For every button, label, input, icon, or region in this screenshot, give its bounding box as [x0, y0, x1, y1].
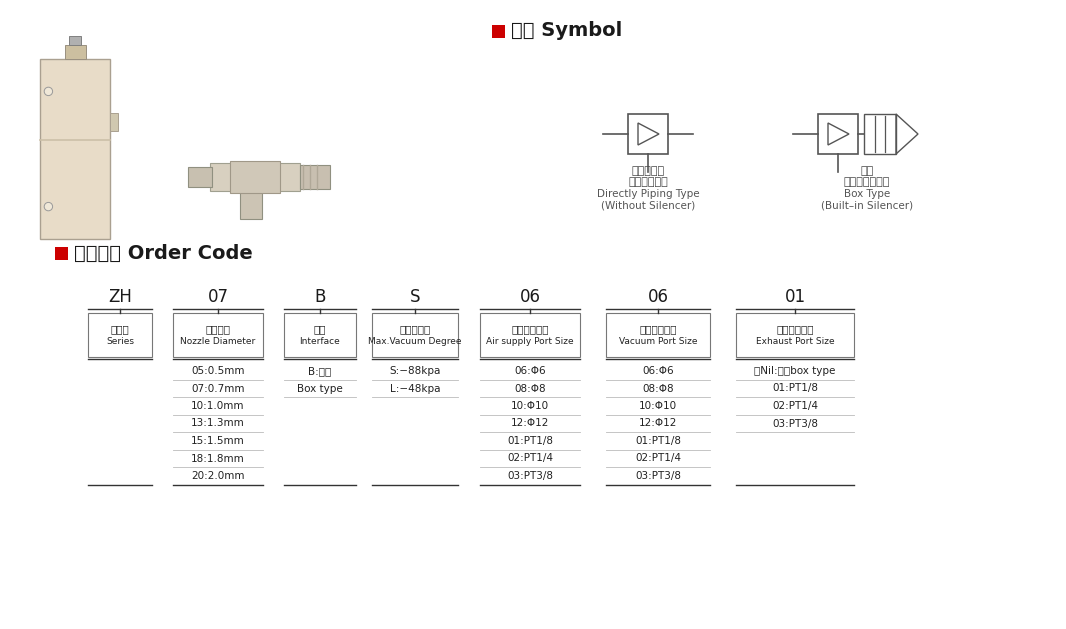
Bar — [173, 313, 263, 357]
Text: Vacuum Port Size: Vacuum Port Size — [618, 338, 697, 347]
Bar — [41, 59, 110, 239]
Bar — [818, 114, 858, 154]
Bar — [605, 313, 710, 357]
Text: 真空连接口径: 真空连接口径 — [640, 324, 677, 334]
Text: Max.Vacuum Degree: Max.Vacuum Degree — [368, 338, 462, 347]
Text: 10:Φ10: 10:Φ10 — [639, 401, 677, 411]
Text: 03:PT3/8: 03:PT3/8 — [772, 418, 818, 428]
Text: 01:PT1/8: 01:PT1/8 — [635, 436, 681, 446]
Text: 18:1.8mm: 18:1.8mm — [191, 454, 245, 464]
Text: Directly Piping Type: Directly Piping Type — [597, 189, 699, 199]
Text: 最高真空度: 最高真空度 — [400, 324, 431, 334]
Text: S: S — [409, 288, 420, 306]
Text: （无消声器）: （无消声器） — [628, 177, 668, 187]
Bar — [284, 313, 356, 357]
Text: Nozzle Diameter: Nozzle Diameter — [180, 338, 256, 347]
Bar — [372, 313, 458, 357]
Text: 接口: 接口 — [313, 324, 326, 334]
Text: L:−48kpa: L:−48kpa — [390, 384, 440, 394]
Text: (Built–in Silencer): (Built–in Silencer) — [821, 200, 914, 210]
Text: 盒型: 盒型 — [860, 166, 874, 176]
Text: ZH: ZH — [108, 288, 132, 306]
Text: 07: 07 — [208, 288, 228, 306]
Text: Box type: Box type — [297, 384, 343, 394]
Text: 10:1.0mm: 10:1.0mm — [191, 401, 245, 411]
Text: 02:PT1/4: 02:PT1/4 — [772, 401, 818, 411]
Text: 02:PT1/4: 02:PT1/4 — [635, 454, 681, 464]
Text: 06: 06 — [519, 288, 540, 306]
Bar — [55, 247, 68, 260]
Text: 系列号: 系列号 — [111, 324, 129, 334]
Text: Air supply Port Size: Air supply Port Size — [486, 338, 574, 347]
Text: B:盒型: B:盒型 — [308, 366, 332, 376]
Bar — [240, 189, 262, 219]
Bar — [736, 313, 854, 357]
Text: 05:0.5mm: 05:0.5mm — [191, 366, 245, 376]
Bar — [865, 114, 897, 154]
Text: 06: 06 — [647, 288, 668, 306]
Text: S:−88kpa: S:−88kpa — [389, 366, 440, 376]
Bar — [628, 114, 668, 154]
Text: 订货型号 Order Code: 订货型号 Order Code — [74, 243, 253, 262]
Circle shape — [44, 203, 52, 211]
Text: Interface: Interface — [300, 338, 340, 347]
Text: 08:Φ8: 08:Φ8 — [514, 384, 546, 394]
Bar — [65, 45, 85, 59]
Text: 嘱嘴直径: 嘱嘴直径 — [206, 324, 230, 334]
Bar — [480, 313, 580, 357]
Bar — [230, 161, 280, 193]
Text: 供气连接口径: 供气连接口径 — [512, 324, 549, 334]
Bar — [300, 165, 330, 189]
Text: 排气连接口径: 排气连接口径 — [776, 324, 813, 334]
Bar — [210, 163, 300, 191]
Text: （内置消声器）: （内置消声器） — [844, 177, 890, 187]
Bar — [188, 167, 212, 187]
Text: 符号 Symbol: 符号 Symbol — [511, 21, 623, 40]
Text: B: B — [314, 288, 326, 306]
Text: Series: Series — [106, 338, 134, 347]
Text: 08:Φ8: 08:Φ8 — [642, 384, 674, 394]
Text: 06:Φ6: 06:Φ6 — [642, 366, 674, 376]
Text: 12:Φ12: 12:Φ12 — [639, 418, 677, 428]
Circle shape — [44, 87, 52, 96]
Text: Exhaust Port Size: Exhaust Port Size — [756, 338, 835, 347]
Text: 03:PT3/8: 03:PT3/8 — [635, 471, 681, 481]
Text: 15:1.5mm: 15:1.5mm — [191, 436, 245, 446]
Bar — [492, 25, 505, 38]
Text: 07:0.7mm: 07:0.7mm — [191, 384, 245, 394]
Bar — [110, 113, 118, 131]
Text: 03:PT3/8: 03:PT3/8 — [507, 471, 553, 481]
Text: 01:PT1/8: 01:PT1/8 — [772, 384, 818, 394]
Bar — [69, 36, 81, 45]
Text: 无Nil:盒型box type: 无Nil:盒型box type — [755, 366, 836, 376]
Text: 01:PT1/8: 01:PT1/8 — [507, 436, 553, 446]
Text: 10:Φ10: 10:Φ10 — [511, 401, 549, 411]
Text: 01: 01 — [785, 288, 806, 306]
Text: 直接接管型: 直接接管型 — [631, 166, 664, 176]
Text: 02:PT1/4: 02:PT1/4 — [507, 454, 553, 464]
Text: 20:2.0mm: 20:2.0mm — [191, 471, 245, 481]
Text: 12:Φ12: 12:Φ12 — [511, 418, 549, 428]
Text: 06:Φ6: 06:Φ6 — [514, 366, 546, 376]
Bar — [88, 313, 152, 357]
Text: 13:1.3mm: 13:1.3mm — [191, 418, 245, 428]
Text: Box Type: Box Type — [844, 189, 890, 199]
Text: (Without Silencer): (Without Silencer) — [601, 200, 695, 210]
